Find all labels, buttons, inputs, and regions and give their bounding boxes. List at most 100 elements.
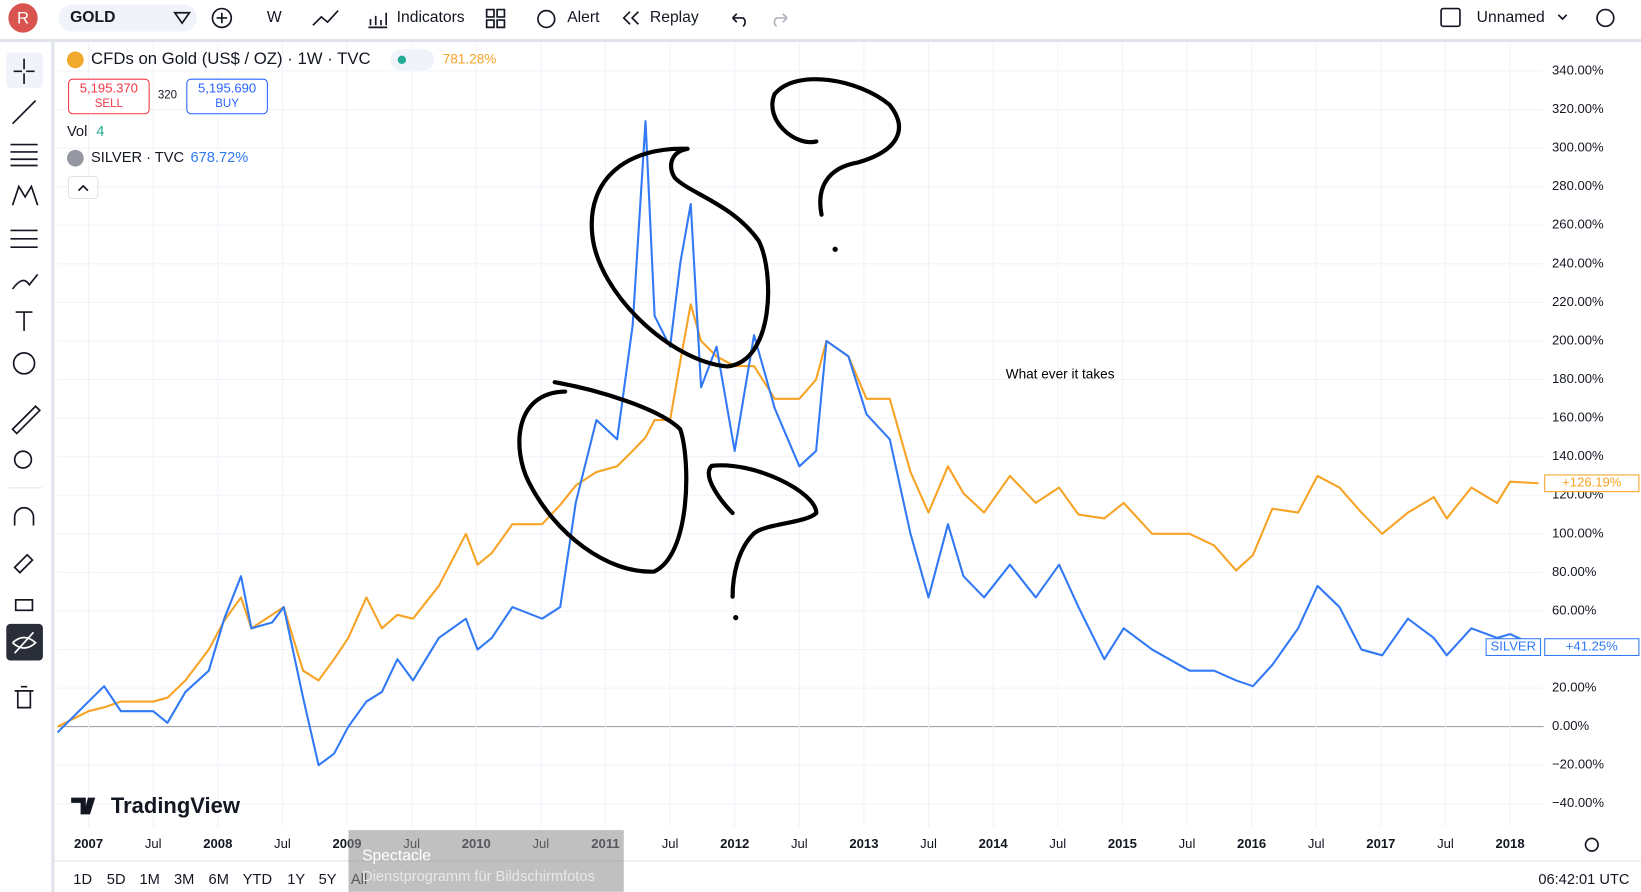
emoji-tool[interactable] [12, 352, 36, 375]
x-tick-label: Jul [1437, 836, 1454, 851]
replay[interactable]: Replay [650, 9, 699, 26]
avatar[interactable] [8, 3, 38, 33]
y-tick-label: 20.00% [1552, 680, 1597, 695]
range-button[interactable]: 1D [73, 872, 92, 888]
symbol-icon[interactable] [173, 11, 192, 25]
status-pill [390, 49, 435, 71]
buy-button[interactable] [186, 78, 268, 115]
y-tick-label: 140.00% [1552, 448, 1604, 463]
last-value-label: +41.25% [1566, 639, 1618, 654]
sell-button[interactable] [68, 78, 150, 115]
last-value-label: +126.19% [1562, 475, 1622, 490]
drawing-lock[interactable] [13, 553, 34, 574]
silver-icon [66, 149, 84, 167]
vol-value: 4 [96, 124, 104, 140]
quick-search[interactable] [1596, 8, 1615, 28]
sell-price[interactable]: 5,195.370 [80, 81, 138, 96]
y-tick-label: 200.00% [1552, 332, 1604, 347]
add-symbol[interactable] [211, 7, 233, 29]
grid: −40.00%−20.00%0.00%20.00%40.00%60.00%80.… [57, 42, 1604, 851]
range-button[interactable]: 5D [107, 872, 126, 888]
series-name-tag [1485, 638, 1542, 657]
x-tick-label: Jul [1308, 836, 1325, 851]
indicators-icon[interactable] [368, 12, 388, 29]
fib-tool[interactable] [10, 143, 38, 167]
range-button[interactable]: 1M [139, 872, 159, 888]
lock-tool[interactable] [14, 599, 34, 612]
last-value-tag [1544, 474, 1640, 493]
templates[interactable] [485, 8, 506, 29]
freehand-circle [589, 146, 771, 369]
magnet-tool[interactable] [13, 506, 35, 526]
buy-price[interactable]: 5,195.690 [198, 81, 256, 96]
alert-icon[interactable] [537, 9, 556, 29]
x-tick-label: 2007 [74, 836, 103, 851]
x-tick-label: Jul [1049, 836, 1066, 851]
y-tick-label: 260.00% [1552, 217, 1604, 232]
zoom-tool[interactable] [13, 450, 33, 469]
y-tick-label: 180.00% [1552, 371, 1604, 386]
symbol[interactable]: GOLD [70, 9, 115, 26]
crosshair-tool-bg[interactable] [6, 52, 43, 89]
brush-tool[interactable] [11, 273, 39, 290]
replay-icon[interactable] [622, 11, 639, 25]
x-tick-label: 2012 [720, 836, 749, 851]
symbol-search[interactable] [58, 4, 197, 32]
freehand-dot [832, 246, 838, 252]
layout-name[interactable]: Unnamed [1477, 9, 1545, 26]
indicators[interactable]: Indicators [397, 9, 465, 26]
y-tick-label: 340.00% [1552, 62, 1604, 77]
axis-settings[interactable] [1584, 837, 1599, 852]
y-tick-label: 220.00% [1552, 294, 1604, 309]
y-tick-label: 60.00% [1552, 602, 1597, 617]
trend-line-tool[interactable] [11, 100, 37, 125]
layout-icon[interactable] [1440, 7, 1461, 28]
add-symbol-plus [216, 12, 228, 24]
x-tick-label: Jul [1179, 836, 1196, 851]
avatar-letter[interactable]: R [17, 8, 29, 27]
range-button[interactable]: 5Y [319, 872, 337, 888]
text-tool[interactable] [15, 311, 33, 331]
alert[interactable]: Alert [567, 9, 600, 26]
interval[interactable]: W [267, 9, 282, 26]
x-tick-label: 2017 [1366, 836, 1395, 851]
chart-type[interactable] [312, 10, 339, 26]
y-tick-label: 300.00% [1552, 140, 1604, 155]
x-tick-label: 2018 [1496, 836, 1525, 851]
redo[interactable] [773, 13, 788, 28]
layout-menu[interactable] [1557, 14, 1568, 21]
tooltip-subtitle: Dienstprogramm für Bildschirmfotos [362, 869, 595, 885]
range-button[interactable]: 6M [209, 872, 229, 888]
range-button[interactable]: 1Y [287, 872, 305, 888]
undo[interactable] [731, 13, 746, 28]
forecast-tool[interactable] [10, 229, 38, 248]
annotation: What ever it takes [1006, 366, 1115, 381]
delete-tool[interactable] [14, 685, 34, 709]
sell-label[interactable]: SELL [95, 98, 124, 110]
y-tick-label: 160.00% [1552, 410, 1604, 425]
clock: 06:42:01 UTC [1538, 872, 1630, 888]
x-tick-label: 2008 [203, 836, 232, 851]
measure-tool[interactable] [11, 405, 41, 435]
tooltip-title: Spectacle [362, 847, 431, 864]
crosshair-tool[interactable] [13, 58, 35, 84]
y-tick-label: −40.00% [1552, 795, 1604, 810]
buy-label[interactable]: BUY [215, 98, 239, 110]
freehand-circle [517, 380, 689, 574]
x-tick-label: 2015 [1108, 836, 1137, 851]
collapse-legend[interactable] [68, 175, 99, 200]
legend-compare[interactable]: SILVER · TVC [91, 150, 184, 166]
x-tick-label: Jul [274, 836, 291, 851]
y-tick-label: −20.00% [1552, 757, 1604, 772]
vol-label: Vol [67, 124, 87, 140]
pattern-tool[interactable] [11, 184, 39, 206]
top-bar [0, 0, 1641, 40]
legend-main[interactable]: CFDs on Gold (US$ / OZ) · 1W · TVC [91, 49, 371, 68]
plot: +126.19% +41.25% SILVER [56, 120, 1640, 767]
range-button[interactable]: YTD [243, 872, 272, 888]
range-button[interactable]: 3M [174, 872, 194, 888]
x-tick-label: 2014 [979, 836, 1009, 851]
gold-icon [66, 51, 84, 69]
y-tick-label: 80.00% [1552, 564, 1597, 579]
legend-main-change: 781.28% [443, 51, 497, 66]
